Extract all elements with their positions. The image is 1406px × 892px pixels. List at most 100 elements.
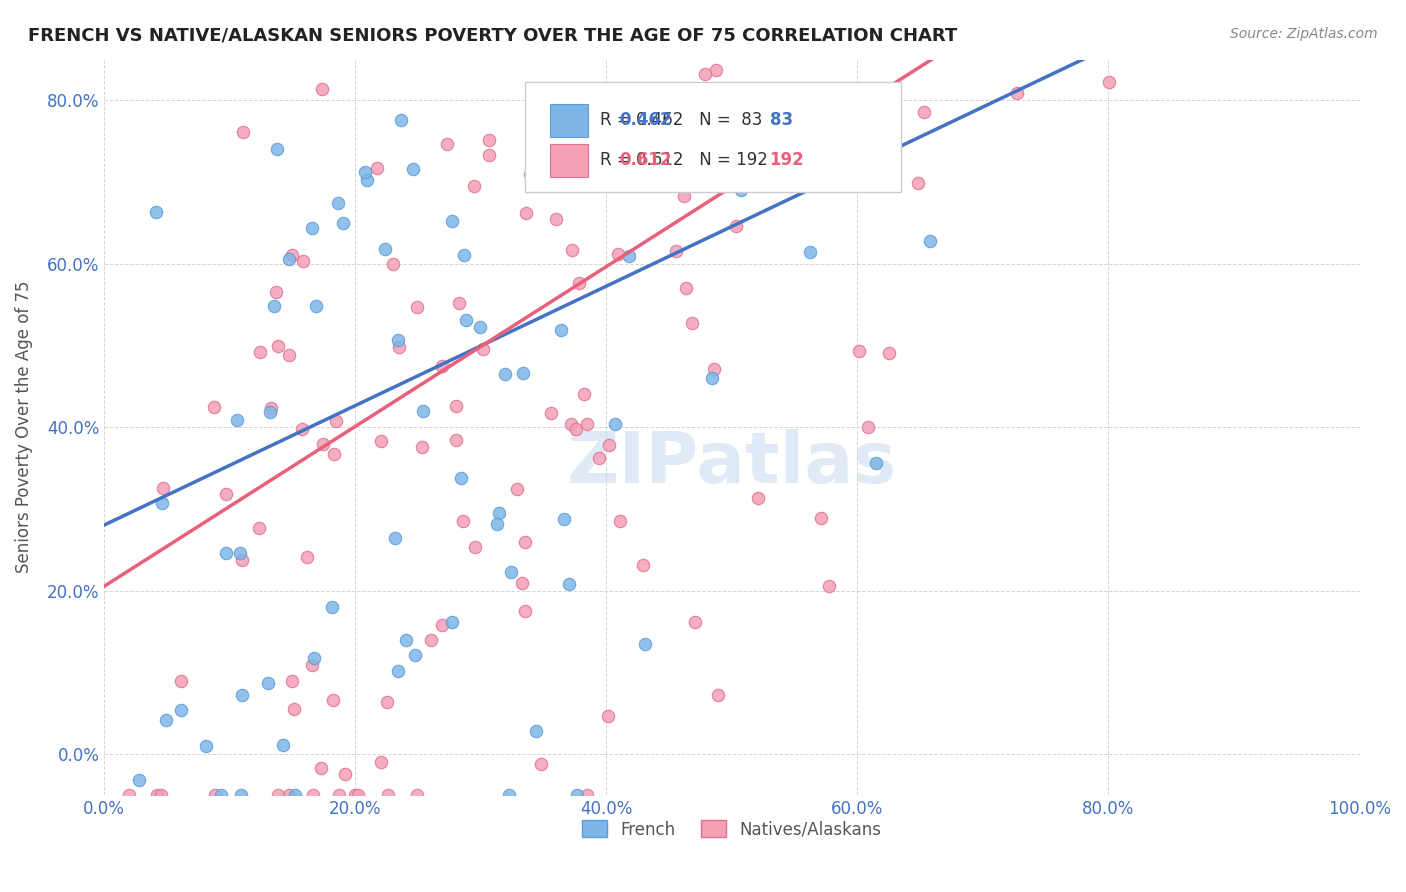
Natives/Alaskans bbox=[1125, 21, 1147, 36]
Natives/Alaskans bbox=[993, 12, 1015, 26]
Natives/Alaskans bbox=[755, 12, 778, 26]
Legend: French, Natives/Alaskans: French, Natives/Alaskans bbox=[576, 814, 889, 846]
French bbox=[356, 173, 378, 187]
Natives/Alaskans bbox=[654, 12, 676, 26]
Natives/Alaskans bbox=[325, 414, 347, 428]
French bbox=[454, 312, 477, 326]
Natives/Alaskans bbox=[848, 12, 870, 26]
Natives/Alaskans bbox=[544, 212, 567, 227]
Natives/Alaskans bbox=[631, 558, 654, 572]
Natives/Alaskans bbox=[406, 788, 429, 802]
Natives/Alaskans bbox=[406, 29, 429, 43]
French bbox=[918, 235, 941, 249]
Natives/Alaskans bbox=[561, 27, 583, 41]
Natives/Alaskans bbox=[965, 12, 987, 26]
Natives/Alaskans bbox=[1098, 75, 1121, 89]
Natives/Alaskans bbox=[478, 148, 501, 162]
Natives/Alaskans bbox=[907, 176, 929, 190]
Natives/Alaskans bbox=[610, 37, 633, 52]
Natives/Alaskans bbox=[302, 788, 325, 802]
French bbox=[422, 12, 444, 26]
French bbox=[304, 651, 326, 665]
Natives/Alaskans bbox=[574, 387, 596, 401]
Natives/Alaskans bbox=[291, 422, 314, 436]
French bbox=[494, 367, 516, 381]
French bbox=[810, 160, 832, 174]
French bbox=[730, 182, 752, 196]
Natives/Alaskans bbox=[825, 12, 848, 26]
Natives/Alaskans bbox=[150, 12, 173, 26]
French bbox=[263, 299, 285, 313]
French bbox=[440, 615, 463, 630]
Natives/Alaskans bbox=[522, 12, 544, 26]
Natives/Alaskans bbox=[817, 579, 839, 593]
Natives/Alaskans bbox=[506, 482, 529, 496]
Natives/Alaskans bbox=[544, 12, 567, 26]
Natives/Alaskans bbox=[346, 788, 368, 802]
Natives/Alaskans bbox=[637, 20, 659, 34]
French bbox=[468, 320, 491, 334]
Natives/Alaskans bbox=[440, 12, 463, 26]
Natives/Alaskans bbox=[765, 12, 787, 26]
French bbox=[359, 12, 381, 26]
French bbox=[558, 577, 581, 591]
Text: ZIPatlas: ZIPatlas bbox=[567, 429, 897, 499]
French bbox=[550, 323, 572, 337]
French bbox=[512, 366, 534, 380]
Natives/Alaskans bbox=[724, 219, 747, 234]
French bbox=[751, 107, 773, 121]
French bbox=[231, 788, 253, 802]
Natives/Alaskans bbox=[1136, 12, 1159, 26]
Natives/Alaskans bbox=[724, 137, 747, 152]
Natives/Alaskans bbox=[706, 12, 728, 26]
French bbox=[665, 93, 688, 107]
French bbox=[256, 676, 278, 690]
Natives/Alaskans bbox=[519, 167, 541, 181]
French bbox=[321, 600, 343, 615]
Natives/Alaskans bbox=[283, 701, 305, 715]
Natives/Alaskans bbox=[1012, 12, 1035, 26]
Text: Source: ZipAtlas.com: Source: ZipAtlas.com bbox=[1230, 27, 1378, 41]
French bbox=[273, 738, 295, 752]
Natives/Alaskans bbox=[323, 447, 346, 461]
French bbox=[536, 12, 558, 26]
Text: R = 0.612   N = 192: R = 0.612 N = 192 bbox=[600, 152, 768, 169]
French bbox=[700, 370, 723, 384]
Natives/Alaskans bbox=[866, 148, 889, 162]
Natives/Alaskans bbox=[277, 788, 299, 802]
Natives/Alaskans bbox=[1057, 12, 1080, 26]
Natives/Alaskans bbox=[202, 400, 225, 414]
Text: 192: 192 bbox=[769, 152, 804, 169]
French bbox=[1146, 12, 1168, 26]
Natives/Alaskans bbox=[598, 438, 620, 452]
French bbox=[449, 12, 471, 26]
Natives/Alaskans bbox=[612, 128, 634, 143]
Natives/Alaskans bbox=[765, 12, 787, 26]
French bbox=[617, 249, 640, 263]
Natives/Alaskans bbox=[927, 12, 949, 26]
French bbox=[488, 507, 510, 521]
Natives/Alaskans bbox=[430, 359, 453, 373]
Natives/Alaskans bbox=[388, 340, 411, 354]
Natives/Alaskans bbox=[436, 136, 458, 151]
French bbox=[453, 248, 475, 262]
French bbox=[301, 220, 323, 235]
Natives/Alaskans bbox=[672, 12, 695, 26]
Natives/Alaskans bbox=[375, 695, 398, 709]
Natives/Alaskans bbox=[1019, 12, 1042, 26]
Natives/Alaskans bbox=[382, 257, 405, 271]
French bbox=[155, 713, 177, 727]
Natives/Alaskans bbox=[307, 12, 329, 26]
Natives/Alaskans bbox=[260, 401, 283, 415]
Natives/Alaskans bbox=[848, 343, 870, 358]
French bbox=[565, 788, 588, 802]
French bbox=[603, 417, 626, 432]
Natives/Alaskans bbox=[501, 12, 523, 26]
French bbox=[1198, 12, 1220, 26]
Natives/Alaskans bbox=[478, 133, 501, 147]
Text: 0.612: 0.612 bbox=[619, 152, 672, 169]
Natives/Alaskans bbox=[413, 27, 436, 41]
Bar bbox=[550, 103, 588, 136]
Natives/Alaskans bbox=[675, 281, 697, 295]
French bbox=[169, 703, 191, 717]
